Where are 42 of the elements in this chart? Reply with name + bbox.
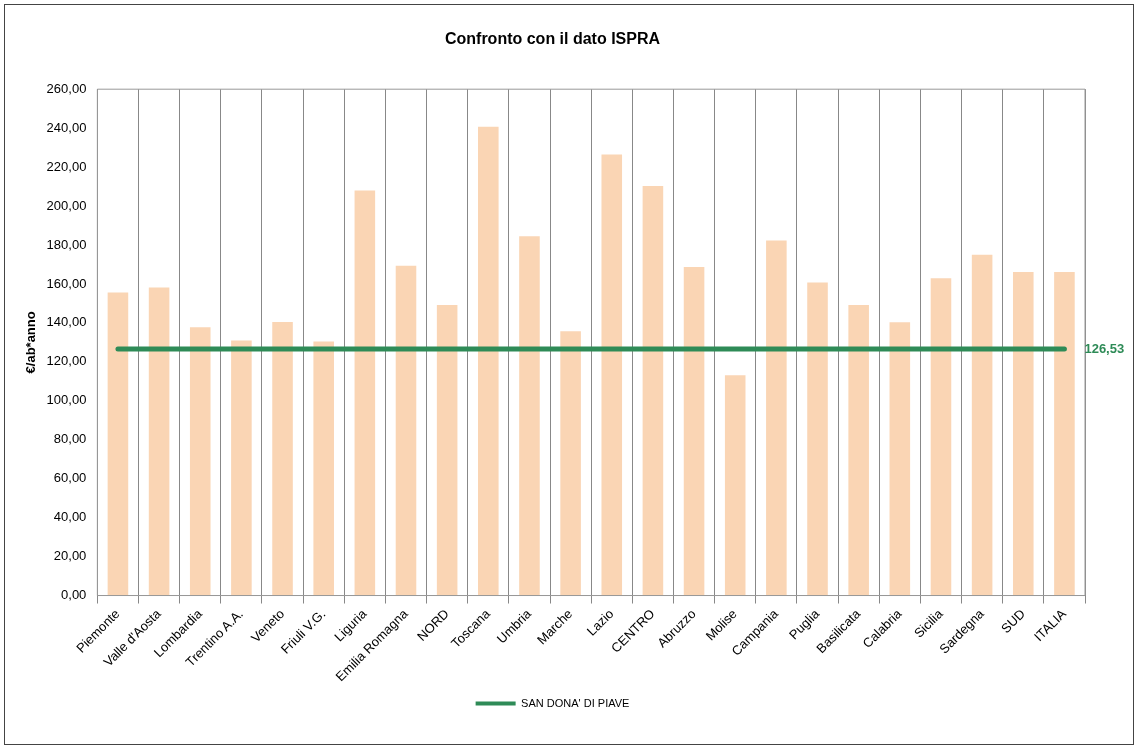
bar (724, 375, 746, 596)
bar (807, 282, 828, 596)
data-label: 126,53 (1084, 340, 1125, 356)
bar (683, 267, 705, 596)
legend-label: SAN DONA' DI PIAVE (521, 696, 630, 709)
y-tick-label: 80,00 (53, 431, 87, 447)
bar (642, 185, 664, 596)
bar (889, 322, 911, 596)
bar (148, 287, 170, 596)
bar (930, 278, 952, 596)
bar (1054, 272, 1075, 596)
y-tick-label: 240,00 (46, 119, 87, 135)
bar (107, 292, 129, 596)
bar (766, 240, 787, 596)
bar (231, 340, 252, 596)
y-tick-label: 220,00 (46, 158, 87, 174)
y-tick-label: 60,00 (53, 470, 87, 486)
chart-title: Confronto con il dato ISPRA (444, 30, 661, 48)
bar (272, 321, 293, 596)
bar (354, 190, 376, 596)
y-tick-label: 20,00 (53, 548, 87, 564)
bar (395, 265, 417, 596)
bar (601, 154, 623, 596)
bar (478, 126, 499, 596)
y-tick-label: 120,00 (46, 353, 87, 369)
bar (560, 331, 581, 596)
y-tick-label: 40,00 (53, 509, 87, 525)
y-tick-label: 160,00 (46, 275, 87, 291)
bar (436, 304, 458, 596)
y-tick-label: 180,00 (46, 236, 87, 252)
y-tick-label: 140,00 (46, 314, 87, 330)
bar (519, 236, 540, 596)
bar (971, 254, 993, 596)
bar (1012, 272, 1034, 596)
bar (189, 327, 211, 596)
bar (848, 304, 869, 596)
y-tick-label: 200,00 (46, 197, 87, 213)
bar (313, 341, 334, 596)
y-tick-label: 0,00 (61, 587, 87, 603)
y-tick-label: 260,00 (46, 80, 87, 96)
y-tick-label: 100,00 (46, 392, 87, 408)
y-axis-title: €/ab*anno (23, 311, 39, 374)
